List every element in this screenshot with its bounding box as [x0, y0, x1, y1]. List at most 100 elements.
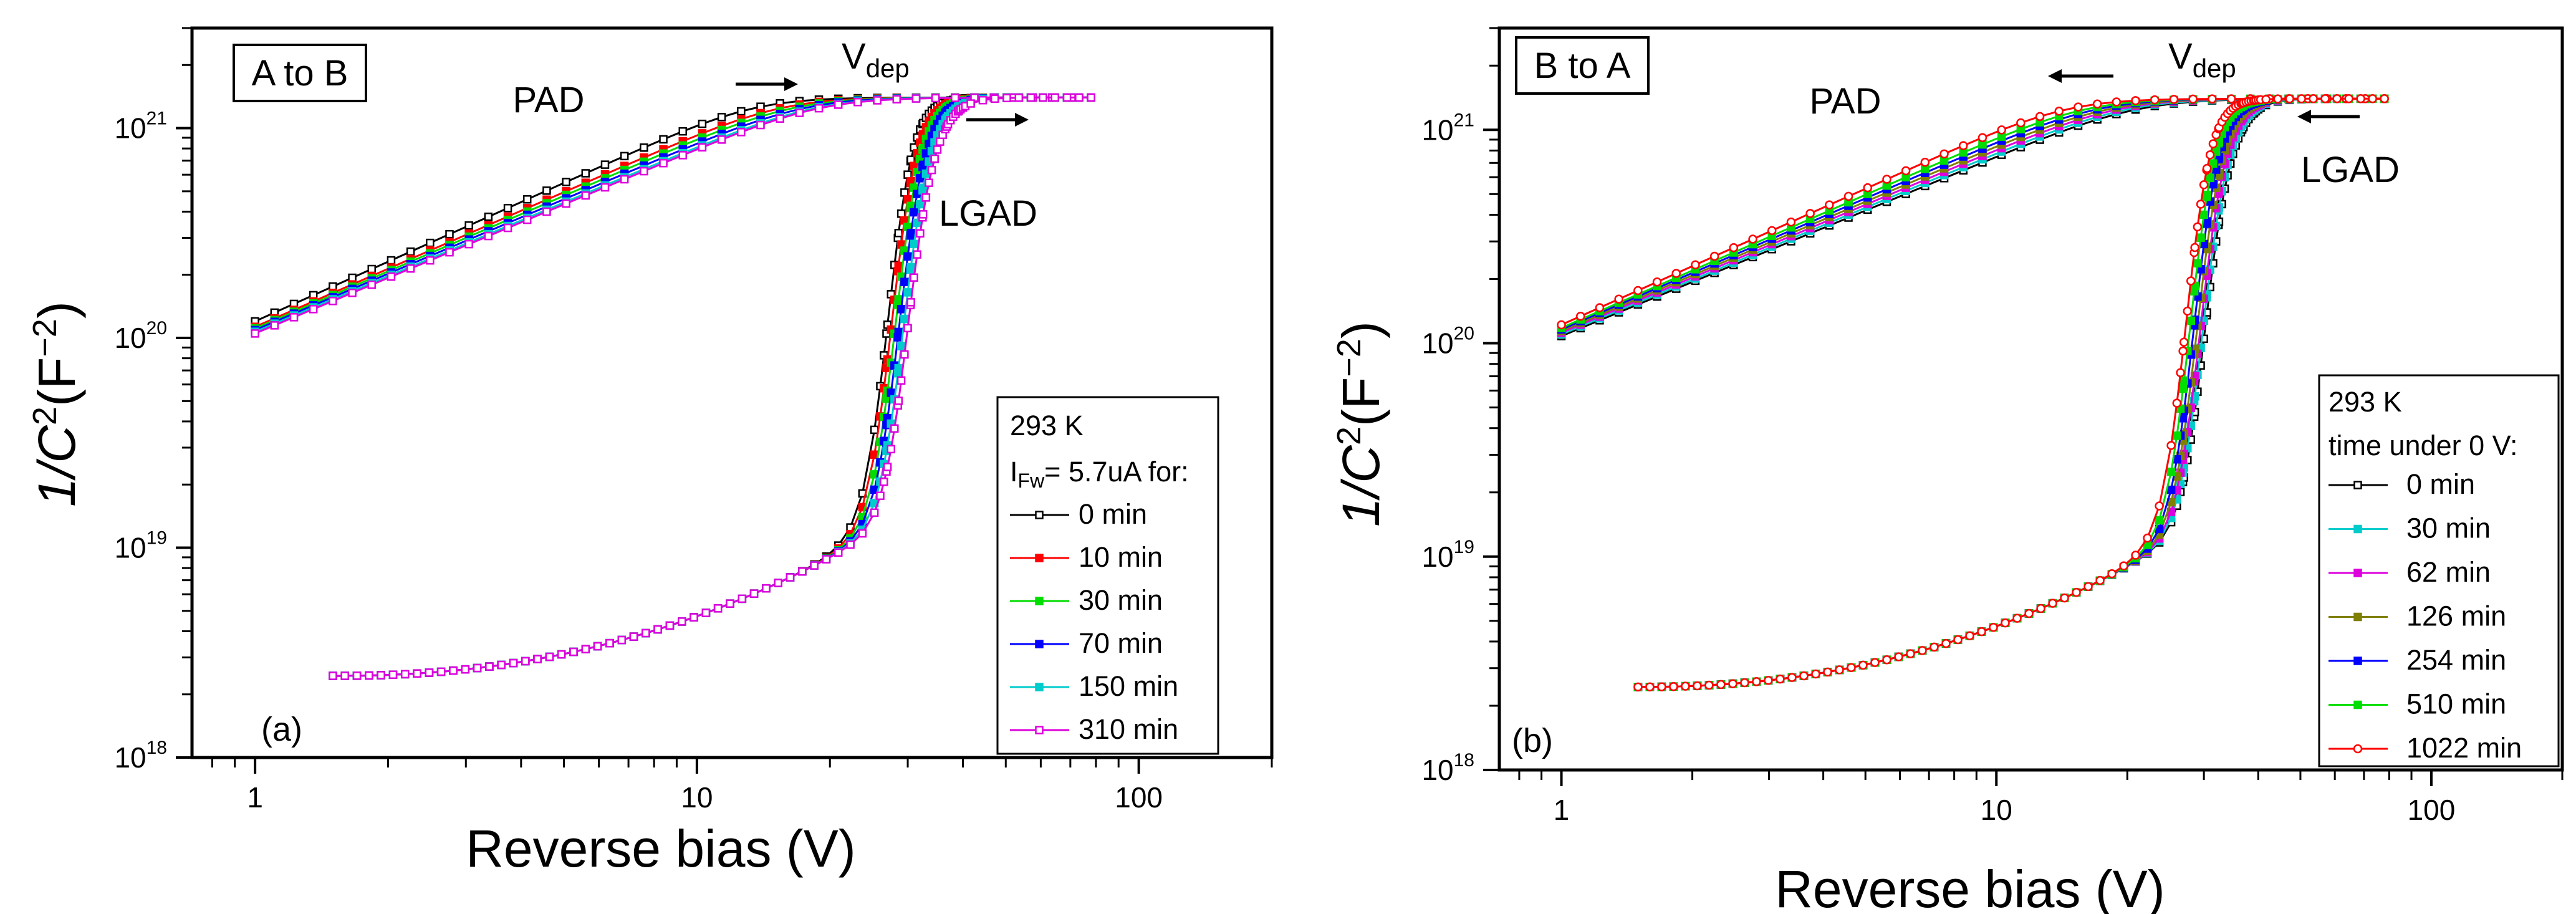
- panel-a-pad-point: [678, 127, 687, 136]
- panel-a-lgad-point: [329, 671, 337, 680]
- panel-b-pad-point: [2226, 94, 2236, 103]
- panel-a-lgad-point: [990, 94, 999, 103]
- panel-a-lgad-point: [701, 609, 711, 617]
- panel-a-vdep-sub: dep: [866, 54, 910, 83]
- panel-b-legend-label: 1022 min: [2406, 732, 2522, 764]
- panel-a-lgad-point: [665, 621, 675, 630]
- panel-a-legend-label: 150 min: [1079, 670, 1178, 702]
- panel-b-pad-point: [1920, 158, 1930, 167]
- panel-a-lgad-point: [1062, 93, 1072, 102]
- panel-b-xlabel: Reverse bias (V): [1775, 860, 2165, 914]
- panel-b-pad-point: [1633, 286, 1643, 296]
- panel-a-pad-point: [387, 256, 396, 265]
- panel-a-lgad-point: [533, 655, 542, 663]
- panel-b-lgad-point: [1882, 655, 1891, 665]
- panel-a-lgad-point: [617, 635, 627, 645]
- panel-a-pad-point: [581, 191, 590, 200]
- panel-b-legend-entry: 0 min: [2328, 468, 2475, 500]
- panel-a-pad-arrow: [736, 77, 798, 91]
- panel-a-lgad-point: [425, 668, 434, 677]
- panel-b-lgad-point: [2199, 180, 2209, 190]
- panel-a-pad-point: [756, 120, 765, 130]
- panel-a-pad-point: [678, 151, 687, 160]
- panel-a-lgad-point: [918, 210, 928, 219]
- panel-a-legend-label: 0 min: [1079, 498, 1147, 530]
- panel-b-pad-point: [1978, 133, 1987, 142]
- panel-b-legend-marker: [2353, 481, 2362, 489]
- panel-a-lgad-point: [910, 239, 918, 248]
- panel-b-lgad-point: [2024, 609, 2034, 618]
- panel-a-pad-point: [776, 114, 784, 123]
- panel-a-lgad-point: [890, 424, 899, 433]
- panel-b-legend-label: 126 min: [2406, 600, 2506, 632]
- panel-a-lgad-point: [900, 350, 909, 359]
- panel-b-lgad-point: [2178, 346, 2188, 356]
- panel-a-series-10-min: [251, 93, 1095, 680]
- panel-b-lgad-point: [2036, 604, 2045, 613]
- panel-b-lgad-point: [2173, 431, 2181, 440]
- panel-a-lgad-point: [726, 599, 734, 608]
- panel-a-lgad-point: [870, 425, 879, 435]
- panel-a-pad-point: [542, 186, 551, 195]
- panel-b-lgad-point: [1728, 679, 1737, 688]
- panel-a-pad-point: [329, 297, 337, 305]
- panel-a-lgad-point: [352, 671, 362, 680]
- panel-a-x-tick-label: 1: [247, 781, 263, 814]
- panel-a-lgad-point: [870, 508, 879, 517]
- panel-a-lgad-point: [910, 273, 918, 282]
- panel-b-series-1022-min: [1557, 94, 2389, 692]
- panel-a-lgad-point: [774, 579, 782, 587]
- panel-b-lgad-point: [1930, 642, 1939, 652]
- panel-a-lgad-point: [896, 209, 906, 218]
- panel-a-lgad-label: LGAD: [939, 193, 1037, 234]
- panel-b-x-tick-label: 10: [1981, 794, 2012, 826]
- panel-b-lgad-point: [2203, 217, 2211, 226]
- panel-b-lgad-point: [2205, 150, 2215, 160]
- panel-a-legend-entry: 310 min: [1010, 713, 1178, 745]
- panel-a-lgad-point: [678, 617, 686, 626]
- panel-a-lgad-point: [1014, 94, 1024, 102]
- panel-a-lgad-point: [894, 363, 903, 373]
- panel-b-legend-entry: 254 min: [2328, 644, 2506, 676]
- panel-b-lgad-point: [1965, 631, 1974, 640]
- panel-a-legend-entry: 70 min: [1010, 627, 1163, 659]
- panel-a-lgad-point: [910, 208, 918, 217]
- panel-a-lgad-line: [332, 96, 1092, 677]
- panel-b-plot-frame: [1497, 26, 2564, 772]
- panel-b-lgad-point: [2203, 190, 2211, 200]
- panel-b-y-tick-label: 1020: [1421, 324, 1474, 360]
- panel-b-pad-point: [1652, 277, 1662, 287]
- panel-a-pad-point: [522, 215, 532, 224]
- panel-a-lgad-point: [388, 670, 398, 679]
- panel-a-pad-point: [542, 207, 551, 216]
- panel-b-lgad-point: [2119, 561, 2128, 570]
- panel-b-lgad-point: [2309, 94, 2318, 103]
- panel-a-lgad-point: [569, 647, 578, 657]
- panel-a-lgad-point: [894, 327, 903, 337]
- panel-a-vdep-label: Vdep: [842, 36, 910, 83]
- panel-b-lgad-line: [1638, 97, 2385, 688]
- panel-a-lgad-point: [1050, 93, 1059, 102]
- panel-a-lgad-point: [377, 671, 385, 680]
- panel-b-series: [1557, 94, 2389, 692]
- panel-b-tag: (b): [1512, 722, 1553, 759]
- panel-a-lgad-point: [798, 567, 807, 576]
- panel-b-pad-line: [1560, 97, 2385, 330]
- panel-b-lgad-point: [1669, 681, 1678, 691]
- panel-b-pad-arrow: [2048, 69, 2113, 83]
- panel-a-lgad-point: [365, 671, 373, 680]
- panel-a-lgad-point: [906, 262, 915, 272]
- panel-b-lgad-point: [2183, 306, 2193, 316]
- panel-a-lgad-point: [880, 478, 888, 486]
- panel-a-xlabel: Reverse bias (V): [466, 819, 856, 878]
- panel-b-lgad-line: [1638, 97, 2385, 688]
- panel-a-ylabel: 1/C2(F−2): [26, 301, 86, 507]
- panel-b-legend-marker: [2353, 657, 2362, 665]
- panel-b-ylabel: 1/C2(F−2): [1330, 321, 1390, 527]
- panel-b-lgad-line: [1638, 97, 2385, 688]
- panel-b-lgad-point: [2261, 95, 2271, 104]
- panel-a-y-tick-label: 1018: [114, 738, 167, 774]
- panel-a-pad-point: [620, 152, 629, 161]
- panel-b-legend-marker: [2353, 569, 2362, 577]
- panel-b-lgad-line: [1638, 97, 2385, 688]
